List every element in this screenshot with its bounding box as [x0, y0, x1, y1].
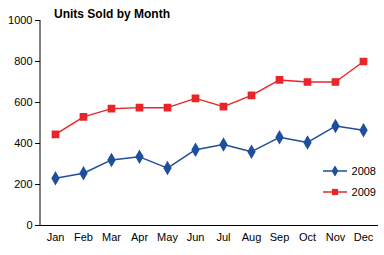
html-text:2008: 2008 — [351, 164, 376, 177]
svg-text:Feb: Feb — [74, 231, 93, 243]
html-text:Units Sold by Month: Units Sold by Month — [54, 7, 170, 21]
svg-text:Jun: Jun — [187, 231, 205, 243]
svg-text:Sep: Sep — [270, 231, 290, 243]
svg-text:1000: 1000 — [8, 14, 32, 26]
svg-text:Dec: Dec — [354, 231, 374, 243]
svg-text:Mar: Mar — [102, 231, 121, 243]
svg-text:Nov: Nov — [326, 231, 346, 243]
svg-text:200: 200 — [14, 178, 32, 190]
svg-text:600: 600 — [14, 96, 32, 108]
svg-text:May: May — [157, 231, 178, 243]
svg-text:Oct: Oct — [299, 231, 316, 243]
svg-text:400: 400 — [14, 137, 32, 149]
svg-text:0: 0 — [26, 219, 32, 231]
svg-text:Aug: Aug — [242, 231, 262, 243]
svg-text:Apr: Apr — [131, 231, 148, 243]
svg-text:Jul: Jul — [216, 231, 230, 243]
svg-text:Jan: Jan — [47, 231, 65, 243]
svg-text:800: 800 — [14, 55, 32, 67]
html-text:2009: 2009 — [351, 185, 376, 198]
